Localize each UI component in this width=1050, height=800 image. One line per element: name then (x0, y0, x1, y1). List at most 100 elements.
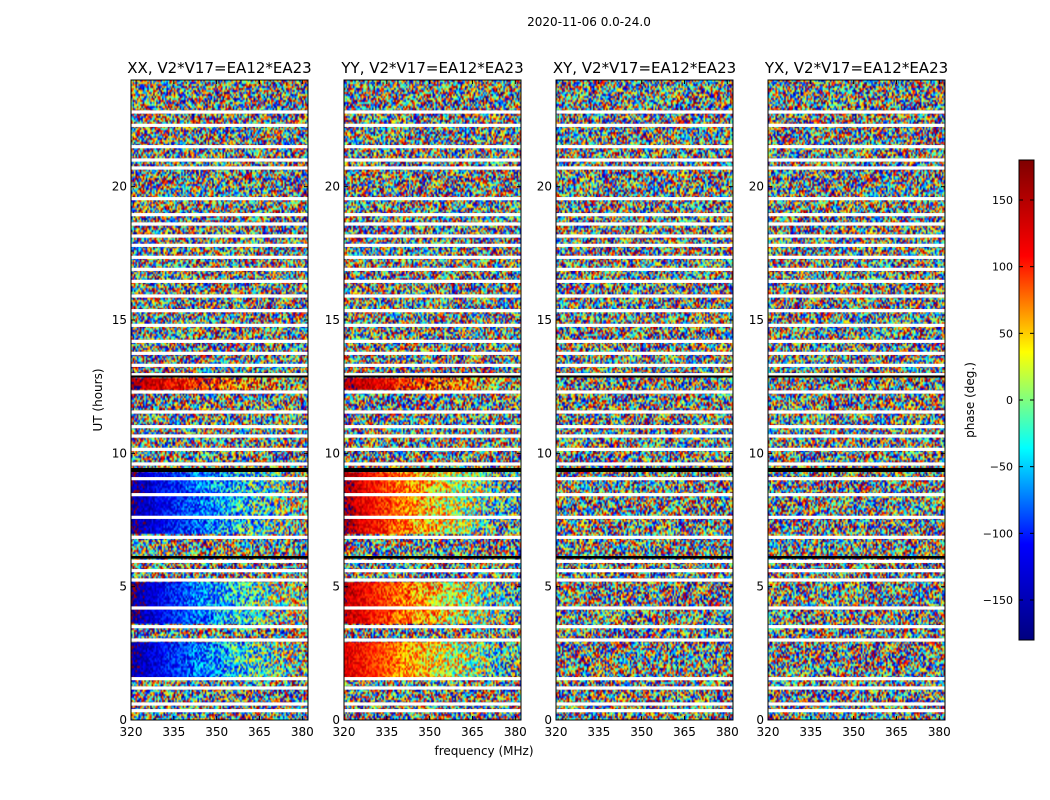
flagged-gap (768, 339, 945, 343)
flagged-gap (556, 425, 733, 429)
flagged-gap (131, 363, 308, 367)
y-tick-label: 20 (112, 180, 127, 194)
flagged-gap (556, 158, 733, 162)
flagged-gap (768, 434, 945, 438)
flagged-gap (768, 569, 945, 573)
x-tick-label: 350 (630, 725, 653, 739)
flagged-gap (768, 477, 945, 481)
y-tick-label: 0 (756, 713, 764, 727)
flagged-gap (131, 390, 308, 394)
flagged-gap (344, 373, 521, 377)
flagged-gap (556, 515, 733, 519)
flagged-gap (768, 309, 945, 313)
black-band (556, 375, 733, 378)
colorbar-tick-label: 0 (1006, 394, 1013, 407)
flagged-gap (768, 158, 945, 162)
flagged-gap (556, 339, 733, 343)
flagged-gap (344, 425, 521, 429)
flagged-gap (131, 255, 308, 259)
flagged-gap (344, 638, 521, 642)
flagged-gap (344, 339, 521, 343)
x-tick-label: 365 (461, 725, 484, 739)
flagged-gap (768, 625, 945, 629)
flagged-gap (768, 515, 945, 519)
flagged-gap (556, 351, 733, 355)
panel-title: YY, V2*V17=EA12*EA23 (340, 59, 523, 77)
flagged-gap (344, 243, 521, 247)
flagged-gap (556, 166, 733, 170)
flagged-gap (556, 279, 733, 283)
flagged-gap (131, 158, 308, 162)
flagged-gap (131, 339, 308, 343)
flagged-gap (131, 267, 308, 271)
x-tick-label: 380 (291, 725, 314, 739)
colorbar-label: phase (deg.) (963, 362, 977, 438)
flagged-gap (131, 213, 308, 217)
flagged-gap (768, 410, 945, 414)
panel-frame (343, 79, 522, 721)
flagged-gap (344, 462, 521, 466)
y-tick-label: 5 (119, 580, 127, 594)
flagged-gap (556, 373, 733, 377)
flagged-gap (556, 686, 733, 690)
flagged-gap (768, 145, 945, 149)
flagged-gap (556, 110, 733, 114)
flagged-gap (344, 158, 521, 162)
flagged-gap (556, 197, 733, 201)
flagged-gap (556, 234, 733, 238)
phase-heatmap-yx (768, 80, 945, 720)
flagged-gap (344, 197, 521, 201)
panel-yx: YX, V2*V17=EA12*EA23 320 335 350 365 380 0 5 10 1… (749, 59, 951, 739)
x-tick-label: 350 (205, 725, 228, 739)
flagged-gap (768, 638, 945, 642)
flagged-gap (344, 255, 521, 259)
flagged-gap (344, 390, 521, 394)
flagged-gap (768, 110, 945, 114)
flagged-gap (768, 197, 945, 201)
flagged-gap (768, 686, 945, 690)
flagged-gap (344, 166, 521, 170)
black-band (556, 468, 733, 472)
x-tick-label: 320 (120, 725, 143, 739)
black-band (344, 556, 521, 559)
y-tick-label: 10 (749, 446, 764, 460)
y-tick-label: 10 (537, 446, 552, 460)
flagged-gap (768, 123, 945, 127)
flagged-gap (768, 493, 945, 497)
flagged-gap (768, 606, 945, 610)
colorbar-tick-label: −150 (983, 594, 1013, 607)
flagged-gap (131, 425, 308, 429)
flagged-gap (131, 145, 308, 149)
x-tick-label: 380 (928, 725, 951, 739)
flagged-gap (556, 390, 733, 394)
flagged-gap (344, 625, 521, 629)
flagged-gap (344, 515, 521, 519)
flagged-gap (344, 145, 521, 149)
flagged-gap (344, 234, 521, 238)
flagged-gap (344, 222, 521, 226)
flagged-gap (768, 166, 945, 170)
black-band (131, 468, 308, 472)
flagged-gap (556, 447, 733, 451)
flagged-gap (131, 702, 308, 706)
panel-title: YX, V2*V17=EA12*EA23 (764, 59, 948, 77)
flagged-gap (131, 677, 308, 681)
flagged-gap (344, 709, 521, 713)
flagged-gap (768, 351, 945, 355)
flagged-gap (768, 373, 945, 377)
flagged-gap (768, 578, 945, 582)
flagged-gap (768, 243, 945, 247)
flagged-gap (768, 425, 945, 429)
flagged-gap (556, 677, 733, 681)
flagged-gap (344, 410, 521, 414)
flagged-gap (131, 166, 308, 170)
panel-frame (130, 79, 309, 721)
flagged-gap (344, 213, 521, 217)
flagged-gap (556, 145, 733, 149)
flagged-gap (556, 410, 733, 414)
flagged-gap (131, 351, 308, 355)
flagged-gap (131, 447, 308, 451)
flagged-gap (556, 123, 733, 127)
flagged-gap (768, 363, 945, 367)
x-axis-label: frequency (MHz) (434, 744, 533, 758)
